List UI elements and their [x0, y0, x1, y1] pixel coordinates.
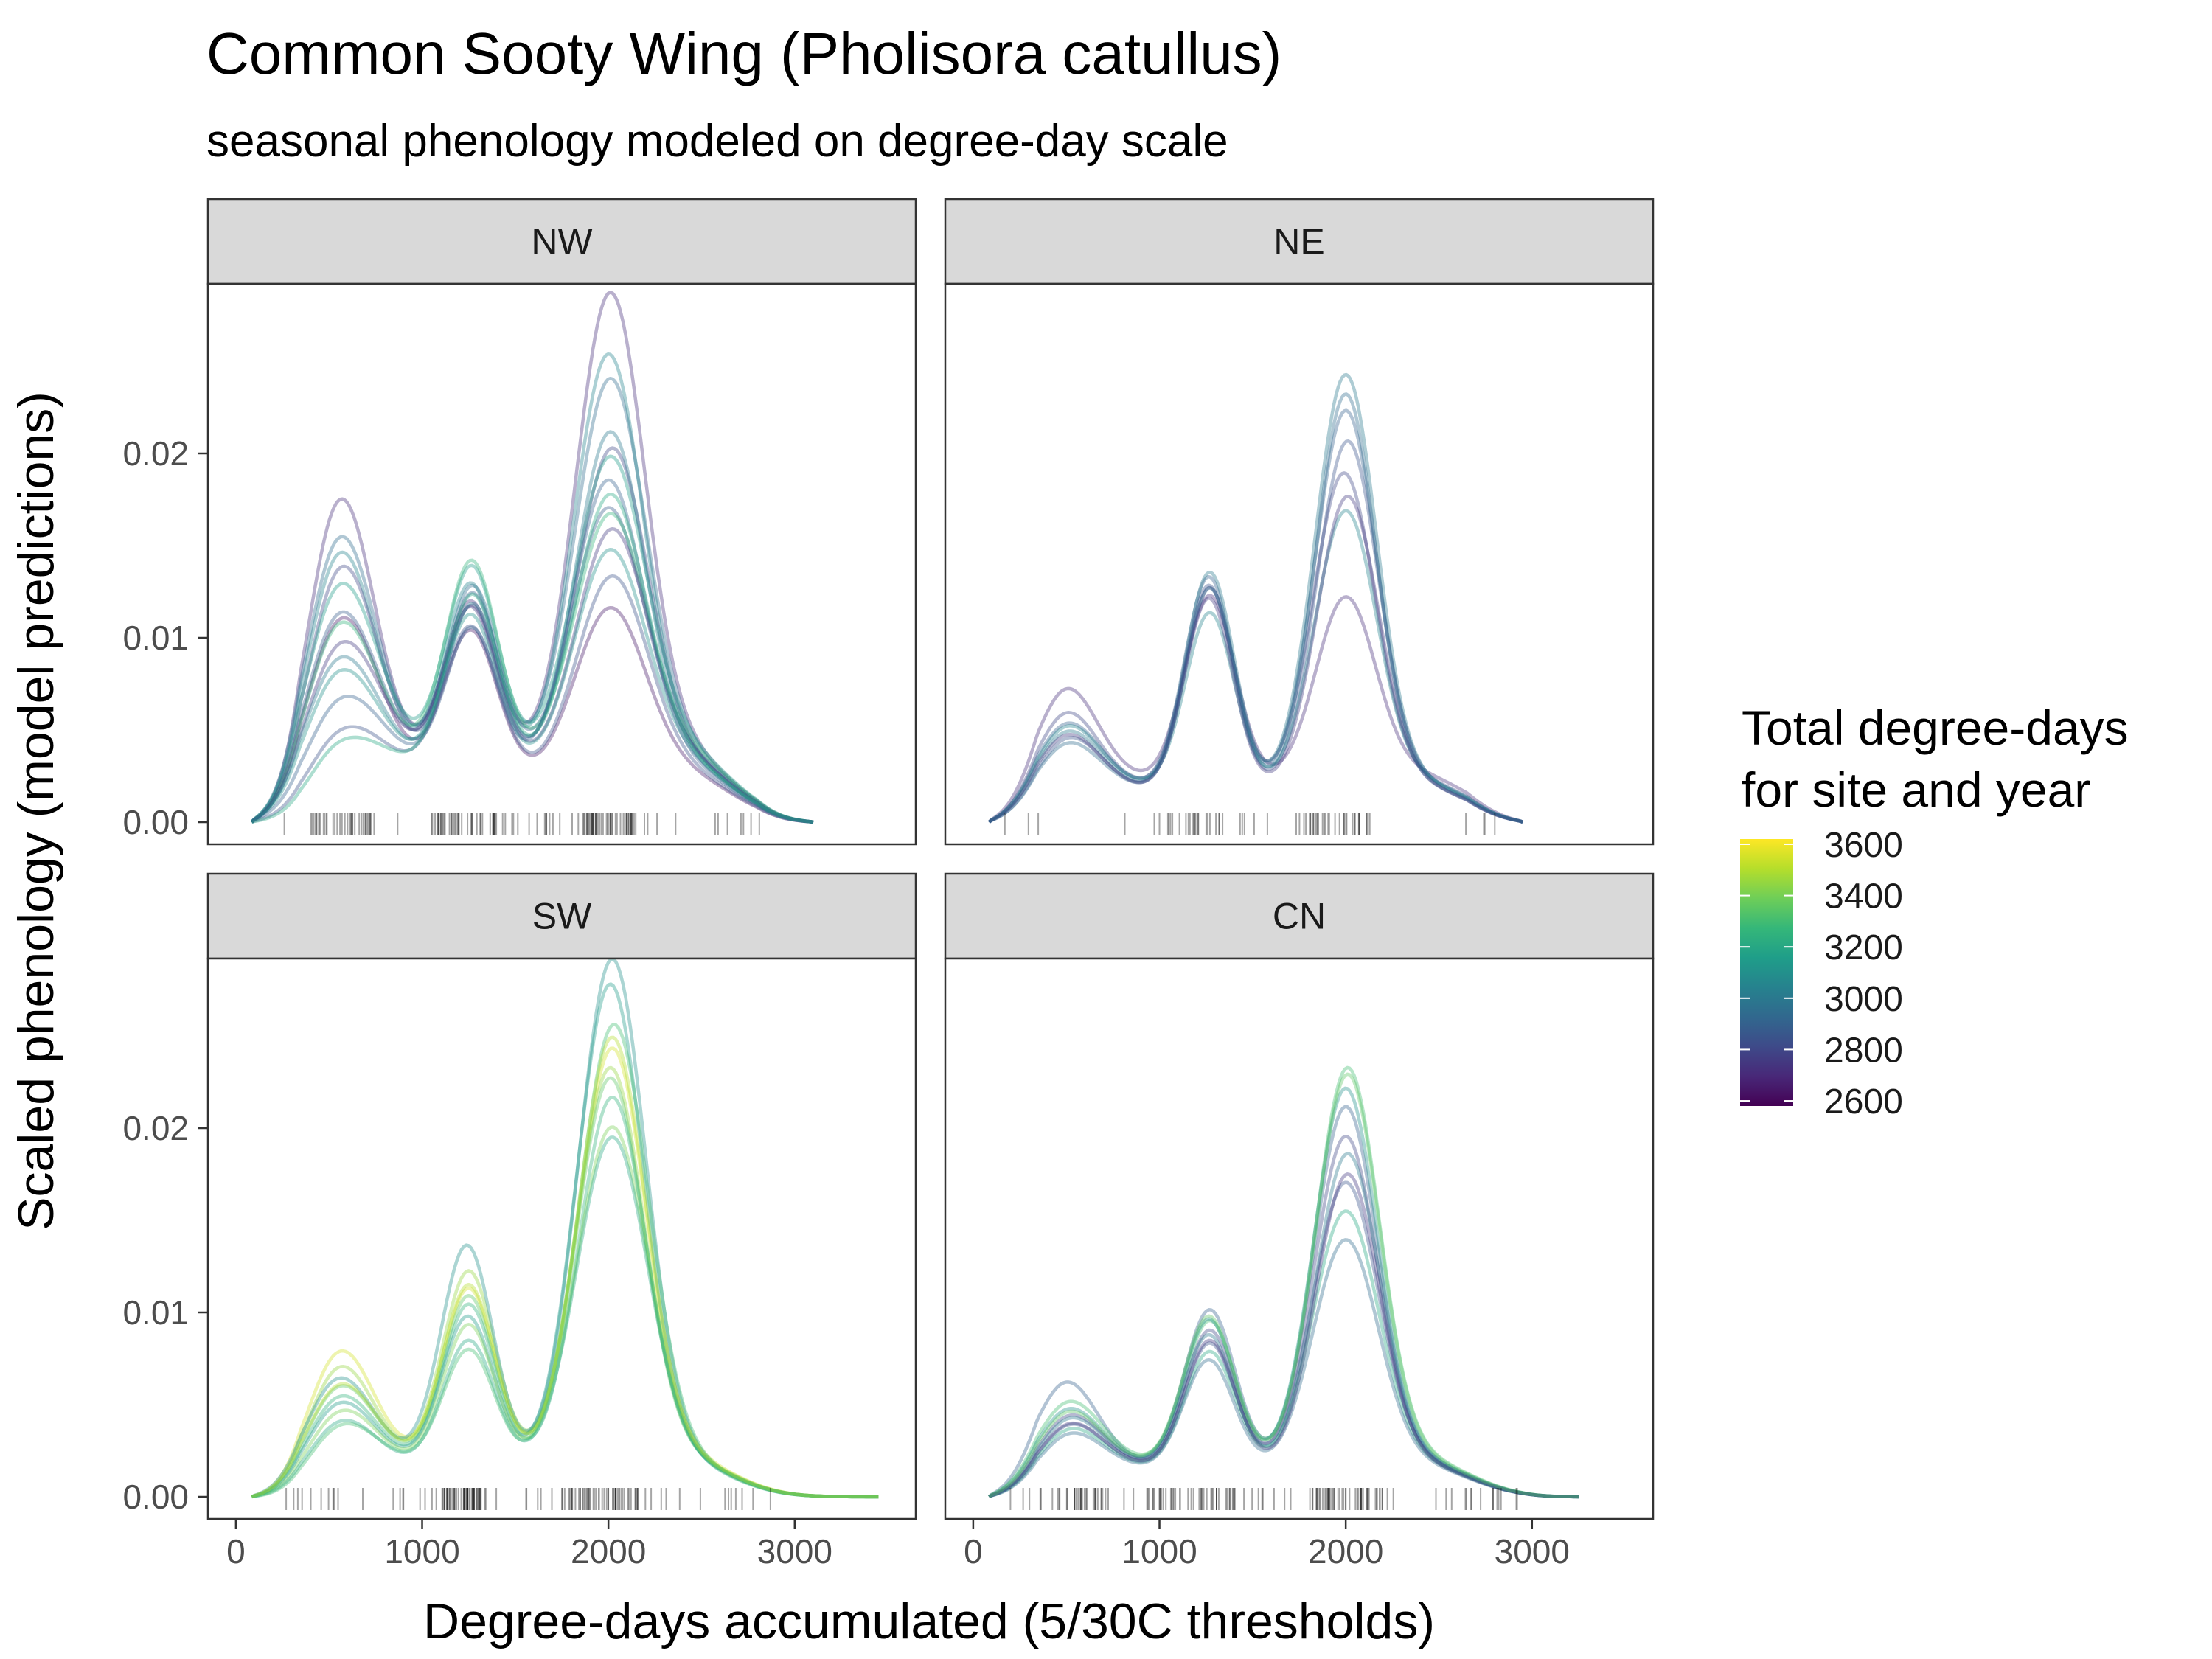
facet-strip-label: SW — [532, 896, 592, 937]
legend-label: 2800 — [1824, 1031, 1903, 1070]
panel-background — [945, 284, 1653, 844]
y-tick-label: 0.02 — [122, 1109, 189, 1147]
x-tick-label: 0 — [226, 1532, 246, 1571]
series-line — [251, 982, 879, 1499]
facet-strip-label: NW — [531, 221, 593, 262]
x-tick-label: 2000 — [1308, 1532, 1383, 1571]
legend-label: 3600 — [1824, 826, 1903, 865]
series-line — [987, 1105, 1579, 1499]
panel-border — [944, 282, 1655, 846]
y-tick-label: 0.00 — [122, 803, 189, 841]
y-tick-label: 0.00 — [122, 1478, 189, 1516]
series-line — [251, 1076, 879, 1499]
series-line — [988, 1180, 1579, 1499]
x-tick-label: 2000 — [571, 1532, 646, 1571]
series-line — [988, 1072, 1579, 1499]
series-line — [250, 446, 814, 824]
series-line — [987, 494, 1524, 824]
y-tick-label: 0.01 — [122, 619, 189, 657]
series-line — [988, 1134, 1579, 1499]
series-line — [988, 1209, 1579, 1499]
x-tick-label: 1000 — [1121, 1532, 1197, 1571]
series-line — [251, 1046, 879, 1499]
panel-plot-area — [251, 959, 879, 1510]
series-line — [251, 1125, 879, 1499]
facet-strip — [206, 198, 917, 285]
chart-title: Common Sooty Wing (Pholisora catullus) — [206, 21, 1281, 86]
color-legend: Total degree-days for site and year 3600 3… — [1740, 700, 2129, 1121]
series-line — [987, 594, 1524, 824]
series-line — [987, 408, 1524, 824]
series-line — [250, 454, 814, 824]
series-line — [250, 547, 814, 824]
series-line — [987, 1065, 1579, 1499]
facet-strip — [944, 198, 1655, 285]
y-tick-label: 0.02 — [122, 434, 189, 473]
series-line — [251, 1095, 879, 1499]
panel-nw: NW 0.00 0.01 0.02 — [122, 198, 917, 846]
series-line — [251, 1135, 879, 1499]
series-line — [987, 509, 1524, 824]
legend-label: 2600 — [1824, 1082, 1903, 1121]
series-line — [250, 376, 814, 824]
series-line — [988, 439, 1524, 824]
legend-label: 3200 — [1824, 928, 1903, 967]
series-line — [988, 1086, 1579, 1499]
facet-panels: NW 0.00 0.01 0.02 NE SW 0.00 0.01 0.02 0 1000 2000 3… — [122, 198, 1655, 1571]
panel-sw: SW 0.00 0.01 0.02 0 1000 2000 3000 — [122, 872, 917, 1571]
series-line — [988, 1238, 1579, 1499]
series-line — [987, 372, 1524, 824]
panel-plot-area — [987, 372, 1524, 835]
panel-background — [208, 284, 916, 844]
series-line — [988, 1172, 1579, 1499]
series-line — [250, 430, 814, 824]
x-tick-label: 3000 — [1495, 1532, 1570, 1571]
facet-strip — [944, 872, 1655, 960]
y-axis-title: Scaled phenology (model predictions) — [8, 392, 64, 1231]
series-line — [251, 492, 814, 824]
y-tick-label: 0.01 — [122, 1293, 189, 1332]
panel-border — [206, 957, 917, 1520]
facet-strip-label: CN — [1273, 896, 1326, 937]
x-tick-label: 0 — [964, 1532, 983, 1571]
series-line — [251, 574, 814, 824]
series-line — [251, 1035, 879, 1499]
panel-border — [944, 957, 1655, 1520]
series-line — [251, 959, 879, 1499]
panel-cn: CN 0 1000 2000 3000 — [944, 872, 1655, 1571]
chart-subtitle: seasonal phenology modeled on degree-day… — [206, 116, 1228, 167]
series-line — [250, 526, 814, 824]
panel-plot-area — [250, 291, 814, 835]
x-tick-label: 3000 — [757, 1532, 832, 1571]
series-line — [251, 1065, 879, 1499]
facet-strip — [206, 872, 917, 960]
series-line — [250, 352, 814, 824]
series-line — [988, 1152, 1579, 1499]
panel-plot-area — [987, 1065, 1579, 1510]
legend-title: Total degree-days — [1742, 700, 2129, 755]
x-tick-label: 1000 — [384, 1532, 459, 1571]
legend-label: 3400 — [1824, 877, 1903, 917]
panel-background — [208, 959, 916, 1519]
series-line — [251, 478, 814, 824]
panel-ne: NE — [944, 198, 1655, 846]
facet-strip-label: NE — [1273, 221, 1324, 262]
panel-background — [945, 959, 1653, 1519]
series-line — [250, 605, 814, 824]
series-line — [987, 471, 1524, 824]
x-axis-title: Degree-days accumulated (5/30C threshold… — [423, 1593, 1435, 1649]
legend-title: for site and year — [1742, 762, 2090, 817]
series-line — [250, 291, 814, 824]
legend-label: 3000 — [1824, 980, 1903, 1019]
series-line — [250, 512, 814, 824]
legend-colorbar — [1740, 839, 1793, 1106]
panel-border — [206, 282, 917, 846]
series-line — [250, 506, 814, 824]
series-line — [251, 1023, 879, 1499]
series-line — [988, 392, 1524, 824]
